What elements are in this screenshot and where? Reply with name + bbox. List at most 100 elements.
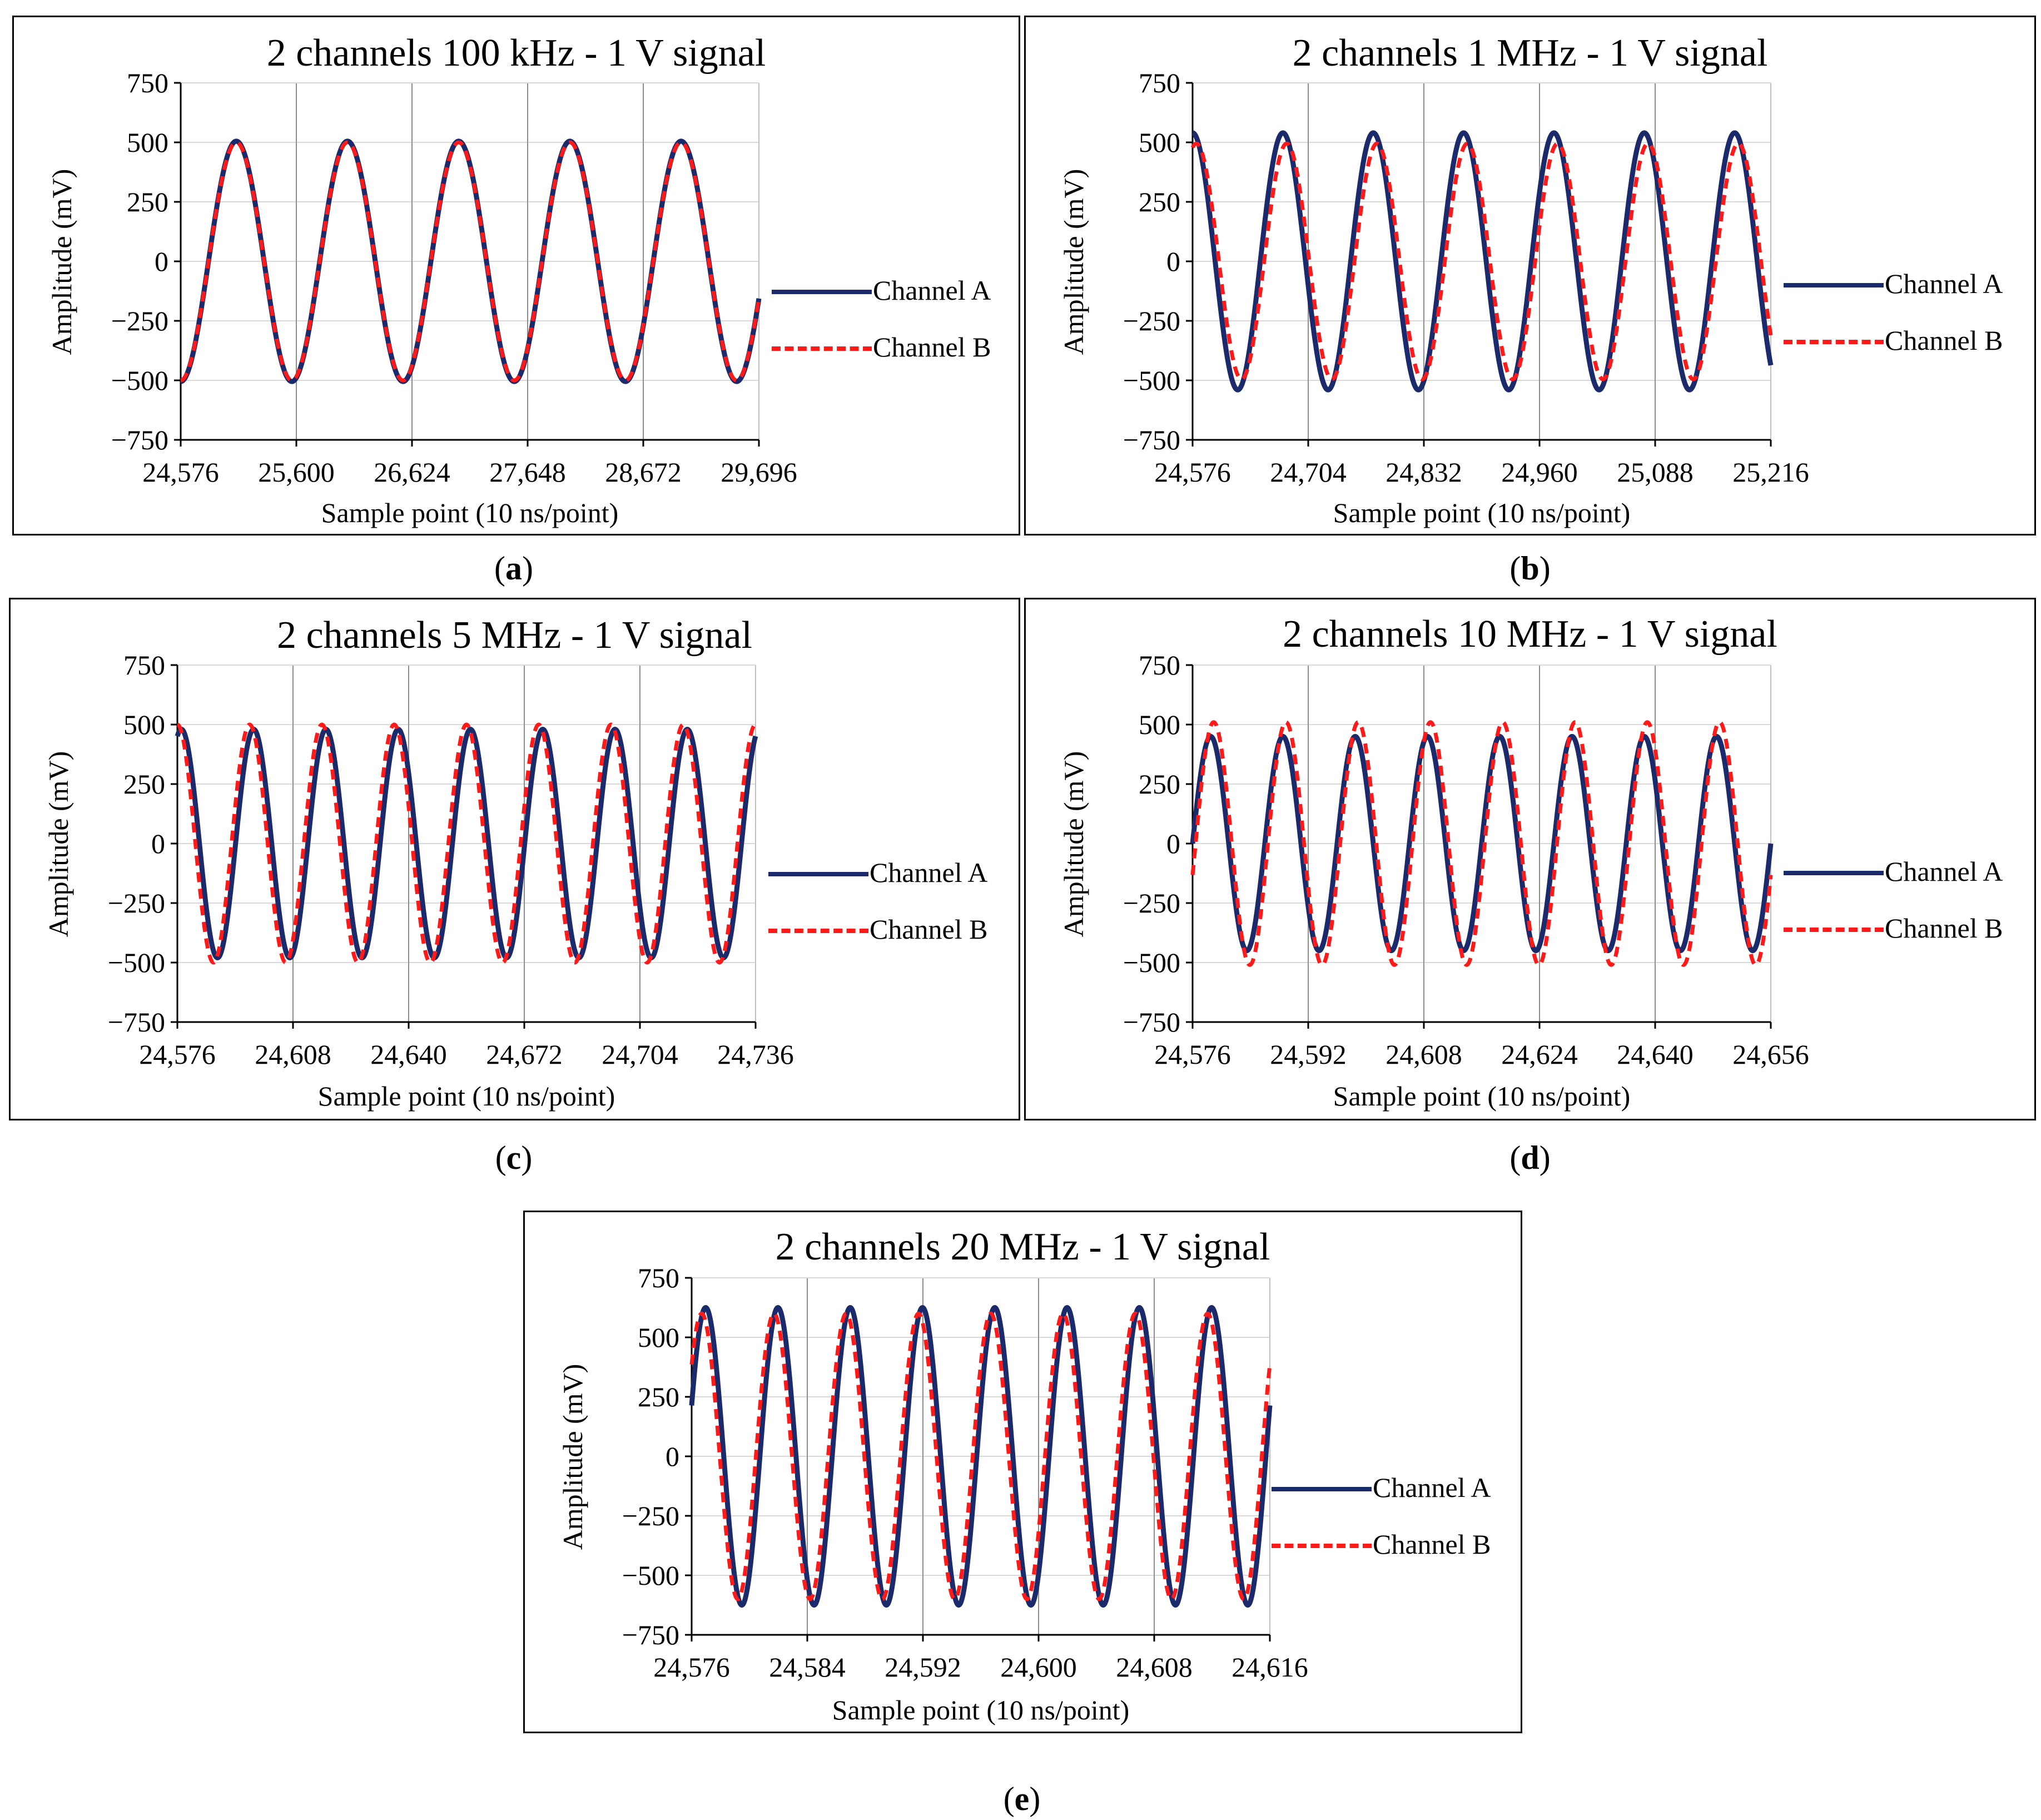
caption-a: (a) (494, 550, 533, 587)
legend-label: Channel A (873, 275, 991, 306)
chart-panel-a: 2 channels 100 kHz - 1 V signal 750 500 25… (12, 16, 1020, 535)
x-tick-label: 24,672 (486, 1039, 563, 1070)
x-tick-label: 24,576 (1154, 1039, 1231, 1070)
x-tick-label: 24,640 (370, 1039, 447, 1070)
chart-title: 2 channels 100 kHz - 1 V signal (266, 32, 766, 75)
x-tick-label: 24,736 (717, 1039, 794, 1070)
legend-swatch-dashed (1784, 928, 1884, 932)
x-tick-label: 24,624 (1501, 1039, 1578, 1070)
y-tick-label: 0 (151, 828, 165, 859)
y-tick-label: 500 (127, 127, 168, 158)
y-tick-label: 0 (155, 246, 168, 277)
y-tick-label: −500 (622, 1560, 679, 1591)
x-tick-label: 28,672 (605, 457, 682, 488)
caption-letter: a (505, 550, 522, 587)
x-tick-label: 24,656 (1732, 1039, 1809, 1070)
x-tick-label: 24,584 (769, 1652, 846, 1683)
y-tick-label: 750 (123, 649, 165, 681)
caption-d: (d) (1509, 1139, 1551, 1176)
x-tick-label: 24,832 (1386, 457, 1462, 488)
series-line-channel-b (176, 722, 757, 965)
y-axis-label: Amplitude (mV) (1058, 751, 1089, 938)
x-axis-label: Sample point (10 ns/point) (1333, 1080, 1631, 1112)
series-line-channel-a (689, 1305, 1273, 1608)
series-line-channel-b (1190, 141, 1773, 381)
x-tick-label: 24,608 (1116, 1652, 1193, 1683)
legend-label: Channel B (1373, 1529, 1491, 1560)
legend-swatch-dashed (1272, 1544, 1372, 1548)
chart-panel-d: 2 channels 10 MHz - 1 V signal 750 500 250… (1024, 598, 2036, 1120)
legend-label: Channel B (1885, 325, 2003, 356)
legend-swatch-solid (768, 872, 868, 876)
chart-title: 2 channels 10 MHz - 1 V signal (1283, 613, 1777, 656)
x-tick-label: 27,648 (489, 457, 566, 488)
x-tick-label: 24,640 (1617, 1039, 1694, 1070)
caption-e: (e) (1003, 1781, 1041, 1817)
series-line-channel-b (1190, 720, 1773, 967)
caption-letter: b (1521, 550, 1540, 587)
legend-swatch-solid (1784, 871, 1884, 875)
caption-b: (b) (1509, 550, 1551, 587)
legend-swatch-solid (1272, 1487, 1372, 1491)
y-tick-label: −250 (1123, 305, 1180, 336)
y-tick-label: 250 (638, 1381, 679, 1412)
x-tick-label: 24,592 (885, 1652, 961, 1683)
x-tick-label: 29,696 (721, 457, 797, 488)
legend-swatch-solid (1784, 283, 1884, 287)
x-tick-label: 24,704 (1270, 457, 1347, 488)
y-tick-label: 500 (1139, 709, 1180, 740)
caption-letter: c (506, 1139, 522, 1176)
x-tick-label: 24,616 (1231, 1652, 1308, 1683)
x-axis-label: Sample point (10 ns/point) (317, 1080, 615, 1112)
y-tick-label: −250 (108, 887, 165, 919)
y-tick-label: −500 (1123, 947, 1180, 978)
chart-title: 2 channels 20 MHz - 1 V signal (775, 1226, 1270, 1268)
chart-panel-e: 2 channels 20 MHz - 1 V signal 750 500 250… (523, 1211, 1522, 1733)
y-tick-label: −250 (1123, 887, 1180, 919)
x-tick-label: 24,608 (255, 1039, 331, 1070)
y-tick-label: −750 (1123, 1006, 1180, 1038)
y-tick-label: 0 (1166, 828, 1180, 859)
legend-swatch-dashed (768, 929, 868, 933)
x-tick-label: 25,216 (1732, 457, 1809, 488)
y-axis-label: Amplitude (mV) (43, 751, 74, 938)
y-tick-label: −750 (111, 424, 168, 455)
y-tick-label: 250 (123, 768, 165, 800)
x-tick-label: 24,576 (653, 1652, 730, 1683)
chart-panel-c: 2 channels 5 MHz - 1 V signal 750 500 250 0… (9, 598, 1020, 1120)
x-axis-label: Sample point (10 ns/point) (1333, 497, 1631, 528)
x-axis-label: Sample point (10 ns/point) (832, 1694, 1130, 1725)
x-tick-label: 24,576 (139, 1039, 216, 1070)
y-tick-label: −500 (111, 365, 168, 396)
y-tick-label: 750 (1139, 67, 1180, 98)
y-tick-label: 500 (1139, 127, 1180, 158)
series-line-channel-b (689, 1311, 1272, 1601)
y-tick-label: 500 (638, 1322, 679, 1353)
legend-label: Channel B (1885, 913, 2003, 944)
y-tick-label: 0 (1166, 246, 1180, 277)
x-tick-label: 26,624 (374, 457, 450, 488)
legend-swatch-dashed (1784, 340, 1884, 344)
legend-swatch-dashed (772, 346, 872, 351)
y-tick-label: −500 (108, 947, 165, 978)
y-tick-label: 750 (127, 67, 168, 98)
y-tick-label: 500 (123, 709, 165, 740)
series-line-channel-b (179, 140, 761, 383)
y-tick-label: 750 (638, 1262, 679, 1293)
y-tick-label: −250 (111, 305, 168, 336)
x-tick-label: 24,600 (1000, 1652, 1077, 1683)
y-tick-label: −500 (1123, 365, 1180, 396)
legend-label: Channel B (870, 914, 988, 945)
x-tick-label: 24,608 (1386, 1039, 1462, 1070)
legend-label: Channel A (1373, 1472, 1491, 1503)
x-tick-label: 24,704 (602, 1039, 678, 1070)
legend-label: Channel B (873, 331, 991, 363)
y-axis-label: Amplitude (mV) (557, 1363, 588, 1550)
chart-title: 2 channels 5 MHz - 1 V signal (277, 614, 752, 657)
x-tick-label: 24,592 (1270, 1039, 1347, 1070)
y-tick-label: 250 (1139, 768, 1180, 800)
legend-label: Channel A (1885, 856, 2003, 887)
